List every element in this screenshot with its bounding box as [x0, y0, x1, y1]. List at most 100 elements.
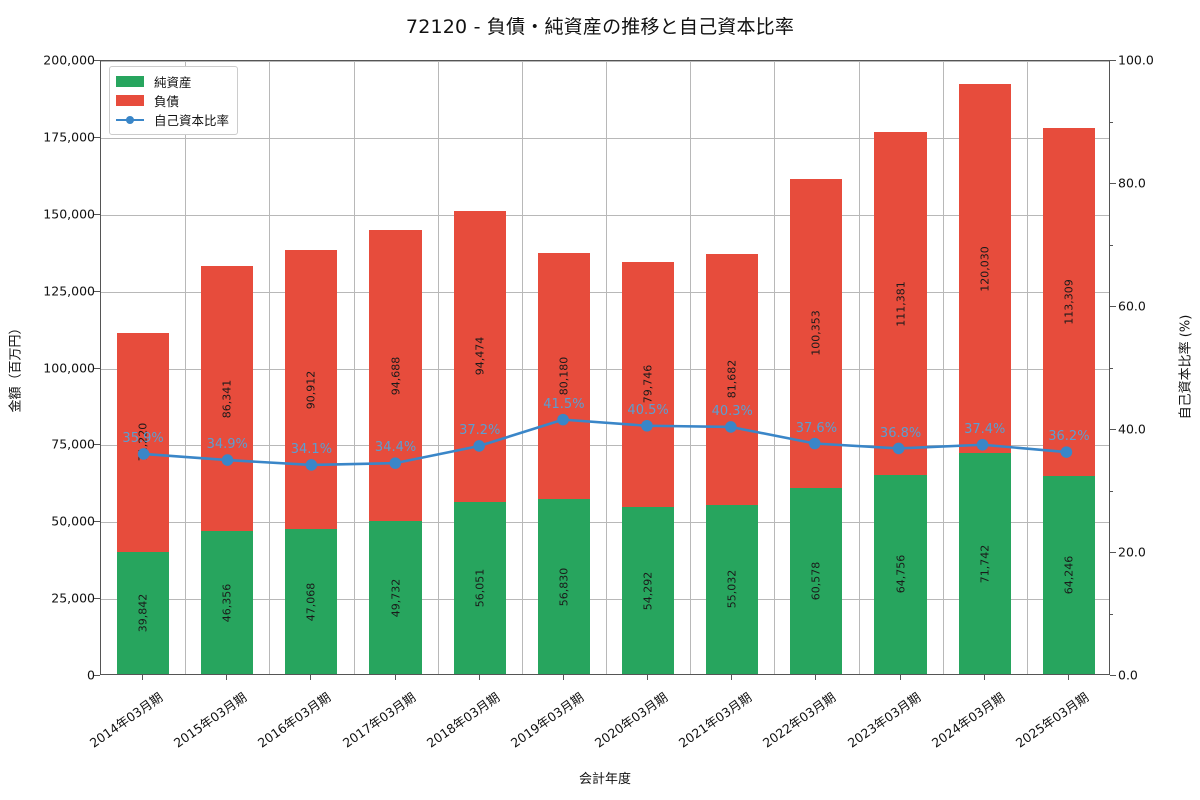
equity-ratio-marker[interactable]	[305, 459, 318, 471]
bar-segment-liabilities[interactable]: 100,353	[790, 179, 843, 488]
bar-group[interactable]: 46,356 86,341	[201, 265, 254, 674]
bar-segment-net-assets[interactable]: 55,032	[706, 504, 759, 674]
bar-group[interactable]: 60,578 100,353	[790, 179, 843, 674]
equity-ratio-marker[interactable]	[1060, 446, 1073, 458]
gridline-horizontal	[101, 291, 1109, 293]
y-axis-right-minor-tickmark	[1110, 244, 1113, 246]
y-axis-right-minor-tickmark	[1110, 367, 1113, 369]
x-axis-tickmark	[478, 675, 480, 680]
equity-ratio-value-label: 35.9%	[122, 431, 164, 447]
y-axis-left-tickmark	[94, 521, 100, 523]
equity-ratio-marker[interactable]	[137, 448, 150, 460]
gridline-horizontal	[101, 214, 1109, 216]
y-axis-right-tickmark	[1110, 183, 1116, 184]
legend-item-equity-ratio: 自己資本比率	[116, 110, 229, 129]
equity-ratio-marker[interactable]	[473, 440, 485, 452]
x-axis-tickmark	[731, 675, 733, 680]
bar-segment-liabilities[interactable]: 86,341	[201, 265, 254, 532]
y-axis-left-tickmark	[94, 444, 100, 446]
equity-ratio-marker[interactable]	[557, 413, 569, 426]
bar-group[interactable]: 39,842 71,220	[116, 332, 170, 674]
bar-segment-liabilities[interactable]: 113,309	[1042, 128, 1095, 477]
bar-group[interactable]: 64,246 113,309	[1042, 128, 1095, 674]
bar-segment-net-assets[interactable]: 64,246	[1042, 476, 1095, 674]
bar-segment-liabilities[interactable]: 71,220	[116, 332, 170, 552]
gridlines	[101, 61, 1109, 674]
x-axis-tick-label: 2024年03月期	[928, 689, 1008, 751]
y-axis-right-minor-tickmark	[1110, 613, 1113, 615]
equity-ratio-labels: 35.9% 34.9% 34.1% 34.4% 37.2% 41.5% 40.5% 40.3%…	[101, 61, 1109, 674]
bar-segment-liabilities[interactable]: 94,688	[369, 229, 422, 522]
bar-group[interactable]: 47,068 90,912	[285, 249, 338, 674]
x-axis-tickmark	[983, 675, 985, 680]
equity-ratio-marker[interactable]	[808, 437, 821, 450]
gridline-vertical	[942, 61, 944, 674]
bar-segment-net-assets[interactable]: 71,742	[958, 453, 1011, 674]
legend-item-net-assets: 純資産	[116, 72, 229, 91]
bar-segment-liabilities[interactable]: 120,030	[958, 84, 1011, 454]
bar-group[interactable]: 49,732 94,688	[369, 229, 422, 674]
y-axis-left-tick-label: 75,000	[51, 436, 95, 452]
y-axis-right-tick-label: 20.0	[1118, 544, 1146, 560]
y-axis-right-tick-label: 80.0	[1118, 175, 1146, 191]
y-axis-left-tickmark	[94, 290, 100, 292]
x-axis-tickmark	[647, 675, 649, 680]
equity-ratio-value-label: 40.3%	[711, 404, 753, 420]
y-axis-left-tick-label: 0	[87, 667, 95, 683]
equity-ratio-marker[interactable]	[389, 457, 402, 469]
equity-ratio-value-label: 34.4%	[374, 440, 417, 456]
legend-label-liabilities: 負債	[154, 94, 180, 109]
y-axis-left-tickmark	[94, 675, 100, 676]
equity-ratio-value-label: 36.8%	[879, 425, 922, 441]
bar-segment-liabilities[interactable]: 81,682	[706, 253, 759, 505]
y-axis-right-tick-label: 0.0	[1118, 667, 1138, 683]
y-axis-right-tick-label: 40.0	[1118, 421, 1146, 437]
bar-segment-liabilities[interactable]: 79,746	[621, 261, 675, 508]
equity-ratio-marker[interactable]	[221, 454, 234, 466]
legend-swatch-red	[116, 95, 144, 106]
y-axis-right-tickmark	[1110, 60, 1116, 61]
y-axis-left-tick-label: 200,000	[43, 52, 95, 68]
x-axis-tickmark	[142, 675, 144, 680]
gridline-horizontal	[101, 61, 1109, 62]
bar-segment-net-assets[interactable]: 39,842	[116, 551, 170, 674]
bar-segment-net-assets[interactable]: 64,756	[874, 474, 927, 674]
bar-segment-net-assets[interactable]: 54,292	[621, 507, 675, 674]
bar-segment-liabilities[interactable]: 94,474	[453, 211, 506, 502]
equity-ratio-value-label: 34.9%	[206, 437, 248, 453]
y-axis-right-tickmark	[1110, 675, 1116, 676]
bar-segment-liabilities[interactable]: 90,912	[285, 249, 338, 530]
x-axis-tickmark	[899, 675, 901, 680]
x-axis-tickmark	[310, 675, 312, 680]
bar-group[interactable]: 64,756 111,381	[874, 132, 927, 674]
equity-ratio-marker[interactable]	[641, 419, 653, 432]
x-axis-tick-label: 2022年03月期	[760, 689, 839, 751]
bar-segment-net-assets[interactable]: 56,830	[537, 499, 590, 674]
x-axis-tick-label: 2025年03月期	[1012, 689, 1092, 751]
bar-group[interactable]: 55,032 81,682	[706, 253, 759, 674]
y-axis-right-tick-label: 60.0	[1118, 298, 1146, 314]
equity-ratio-marker[interactable]	[725, 421, 737, 433]
equity-ratio-value-label: 34.1%	[290, 442, 333, 458]
gridline-vertical	[774, 61, 776, 674]
x-axis-tickmark	[815, 675, 817, 680]
legend-swatch-green	[116, 76, 144, 87]
x-axis-tick-label: 2019年03月期	[507, 689, 587, 751]
equity-ratio-marker[interactable]	[892, 442, 905, 455]
bar-segment-net-assets[interactable]: 49,732	[369, 521, 422, 674]
bar-group[interactable]: 56,830 80,180	[537, 252, 590, 674]
bar-segment-liabilities[interactable]: 80,180	[537, 252, 590, 500]
bar-segment-net-assets[interactable]: 60,578	[790, 487, 843, 674]
bar-segment-net-assets[interactable]: 56,051	[453, 501, 506, 674]
bar-segment-net-assets[interactable]: 47,068	[285, 529, 338, 674]
bar-group[interactable]: 56,051 94,474	[453, 211, 506, 674]
equity-ratio-value-label: 37.6%	[795, 420, 838, 436]
x-axis-tick-label: 2023年03月期	[844, 689, 923, 751]
bar-segment-liabilities[interactable]: 111,381	[874, 132, 927, 475]
equity-ratio-marker[interactable]	[976, 438, 989, 451]
y-axis-right-label: 自己資本比率 (%)	[1178, 314, 1194, 420]
bar-group[interactable]: 54,292 79,746	[621, 261, 675, 674]
bar-segment-net-assets[interactable]: 46,356	[201, 531, 254, 674]
gridline-horizontal	[101, 137, 1109, 139]
bar-group[interactable]: 71,742 120,030	[958, 84, 1011, 674]
